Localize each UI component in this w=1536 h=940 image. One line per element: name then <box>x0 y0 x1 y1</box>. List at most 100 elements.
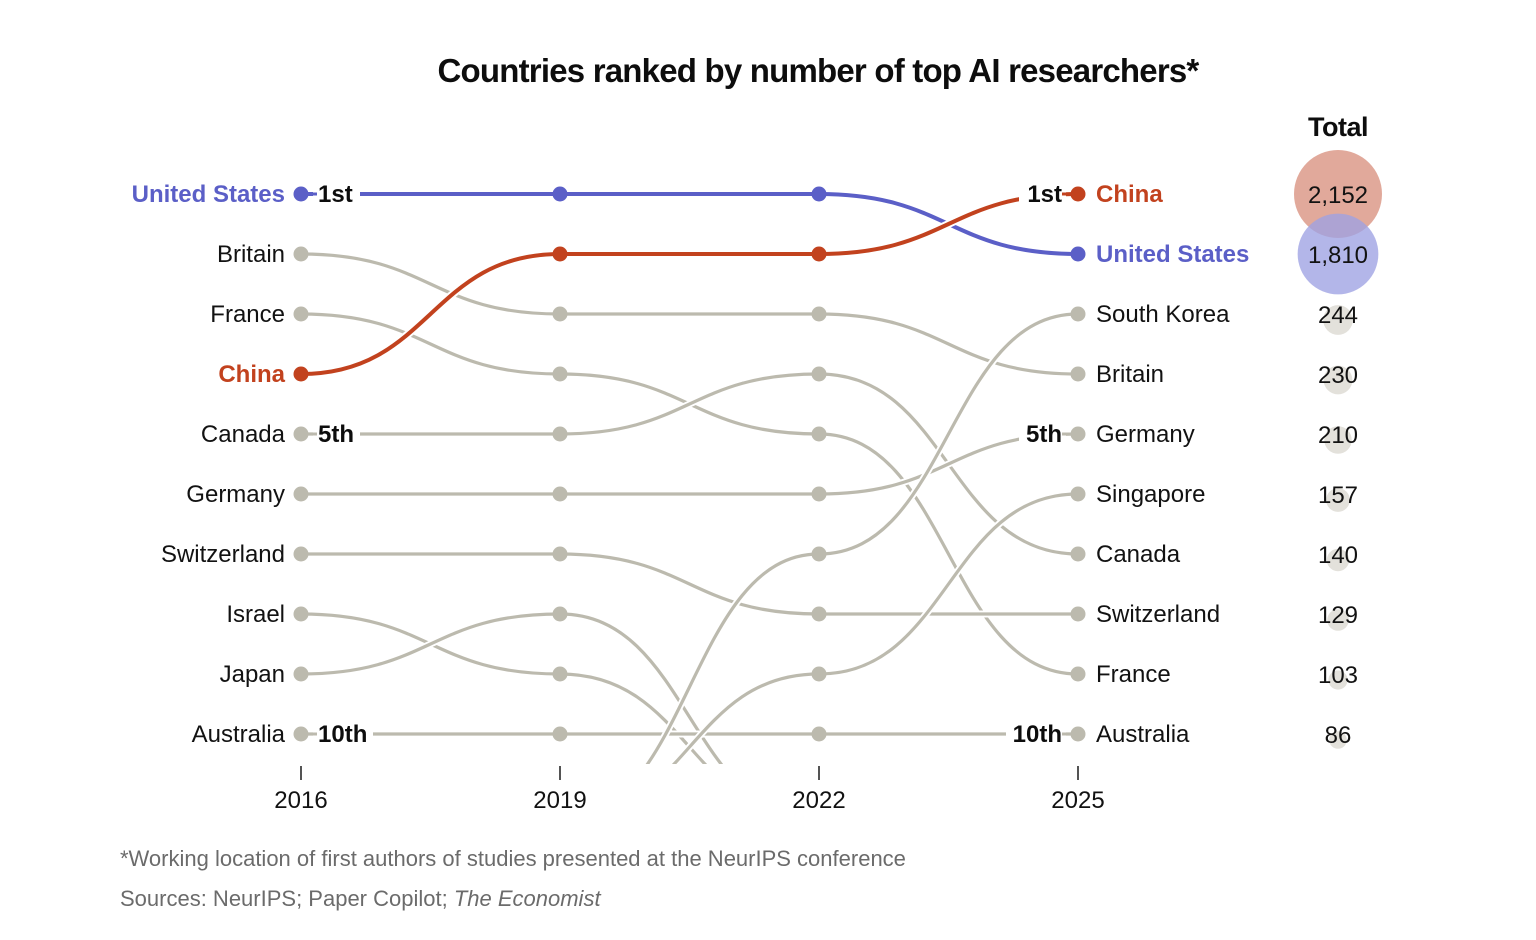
dot-germany-2022 <box>811 486 827 502</box>
sources-text: Sources: NeurIPS; Paper Copilot; <box>120 886 454 911</box>
rank-gap <box>1019 418 1066 450</box>
rank-label-right-5th: 5th <box>1026 421 1062 448</box>
total-circle-south-korea <box>1323 305 1353 335</box>
totals-header: Total <box>1308 112 1368 142</box>
total-circle-france <box>1328 670 1348 690</box>
total-circle-germany <box>1324 426 1352 454</box>
rank-label-gaps <box>301 178 1078 750</box>
x-tick-label-2019: 2019 <box>533 787 586 814</box>
label-right-germany: Germany <box>1096 421 1195 448</box>
total-value-australia: 86 <box>1325 722 1352 749</box>
dot-canada-2022 <box>811 366 827 382</box>
rank-label-right-10th: 10th <box>1013 721 1062 748</box>
dot-germany-2016 <box>293 486 309 502</box>
dot-france-2019 <box>552 366 568 382</box>
dot-france-2016 <box>293 306 309 322</box>
rank-label-right-1st: 1st <box>1027 181 1062 208</box>
label-right-singapore: Singapore <box>1096 481 1205 508</box>
label-right-france: France <box>1096 661 1171 688</box>
totals-values: 2,152 1,810 244 230 210 157 140 129 103 86 <box>1308 182 1368 749</box>
line-south-korea-2022-2025 <box>818 312 1079 556</box>
totals-circles <box>1294 150 1382 749</box>
label-right-united-states: United States <box>1096 241 1249 268</box>
line-china-2016-2019 <box>300 252 561 376</box>
label-right-australia: Australia <box>1096 721 1190 748</box>
dot-britain-2025 <box>1070 366 1086 382</box>
label-left-canada: Canada <box>201 421 286 448</box>
line-japan-2016-2019 <box>300 612 561 676</box>
line-south-korea-2019-2022 <box>645 552 820 764</box>
rank-gap <box>313 418 360 450</box>
total-value-switzerland: 129 <box>1318 602 1358 629</box>
rank-gap <box>1019 178 1066 210</box>
dot-singapore-2022 <box>811 666 827 682</box>
line-japan-2019-2022 <box>559 612 724 764</box>
label-left-japan: Japan <box>220 661 285 688</box>
line-france-2016-2019 <box>300 312 561 376</box>
line-canada-2019-2022 <box>559 372 820 436</box>
dot-japan-2019 <box>552 606 568 622</box>
label-left-israel: Israel <box>226 601 285 628</box>
line-britain-2022-2025 <box>818 312 1079 376</box>
line-singapore-2019-2022 <box>671 672 820 764</box>
total-circle-switzerland <box>1327 609 1349 631</box>
label-right-britain: Britain <box>1096 361 1164 388</box>
dot-canada-2016 <box>293 426 309 442</box>
line-france-2022-2025 <box>818 432 1079 676</box>
total-circle-singapore <box>1326 488 1350 512</box>
dot-united-states-2022 <box>811 186 827 202</box>
label-left-china: China <box>218 361 285 388</box>
total-value-south-korea: 244 <box>1318 302 1358 329</box>
dot-japan-2016 <box>293 666 309 682</box>
dot-israel-2019 <box>552 666 568 682</box>
dot-canada-2025 <box>1070 546 1086 562</box>
dot-france-2025 <box>1070 666 1086 682</box>
total-value-united-states: 1,810 <box>1308 242 1368 269</box>
line-singapore-2022-2025 <box>818 492 1079 676</box>
dot-switzerland-2016 <box>293 546 309 562</box>
label-left-germany: Germany <box>186 481 285 508</box>
x-tick-label-2022: 2022 <box>792 787 845 814</box>
dot-south-korea-2022 <box>811 546 827 562</box>
dot-germany-2019 <box>552 486 568 502</box>
total-circle-britain <box>1323 365 1353 395</box>
sources: Sources: NeurIPS; Paper Copilot; The Eco… <box>120 886 601 911</box>
dot-united-states-2016 <box>293 186 309 202</box>
label-right-china: China <box>1096 181 1163 208</box>
dot-britain-2019 <box>552 306 568 322</box>
footnote: *Working location of first authors of st… <box>120 846 906 871</box>
dot-australia-2019 <box>552 726 568 742</box>
total-circle-australia <box>1329 731 1347 749</box>
rank-gap <box>313 178 360 210</box>
dot-israel-2016 <box>293 606 309 622</box>
line-switzerland-2019-2022 <box>559 552 820 616</box>
label-right-switzerland: Switzerland <box>1096 601 1220 628</box>
line-britain-2016-2019 <box>300 252 561 316</box>
dot-britain-2022 <box>811 306 827 322</box>
total-circle-canada <box>1326 548 1350 572</box>
dot-australia-2022 <box>811 726 827 742</box>
dot-united-states-2025 <box>1070 246 1086 262</box>
total-value-britain: 230 <box>1318 362 1358 389</box>
total-circle-united-states <box>1297 213 1379 295</box>
total-value-germany: 210 <box>1318 422 1358 449</box>
total-value-china: 2,152 <box>1308 182 1368 209</box>
label-right-canada: Canada <box>1096 541 1181 568</box>
rank-label-left-10th: 10th <box>318 721 367 748</box>
label-right-south-korea: South Korea <box>1096 301 1230 328</box>
chart-title: Countries ranked by number of top AI res… <box>438 52 1200 89</box>
x-tick-label-2016: 2016 <box>274 787 327 814</box>
dot-china-2019 <box>552 246 568 262</box>
label-left-britain: Britain <box>217 241 285 268</box>
dot-united-states-2019 <box>552 186 568 202</box>
dot-china-2016 <box>293 366 309 382</box>
total-value-france: 103 <box>1318 662 1358 689</box>
dot-canada-2019 <box>552 426 568 442</box>
rank-label-left-1st: 1st <box>318 181 353 208</box>
total-circle-china <box>1294 150 1382 238</box>
sources-italic: The Economist <box>454 886 602 911</box>
total-value-canada: 140 <box>1318 542 1358 569</box>
rank-gap <box>313 718 373 750</box>
rank-label-left-5th: 5th <box>318 421 354 448</box>
